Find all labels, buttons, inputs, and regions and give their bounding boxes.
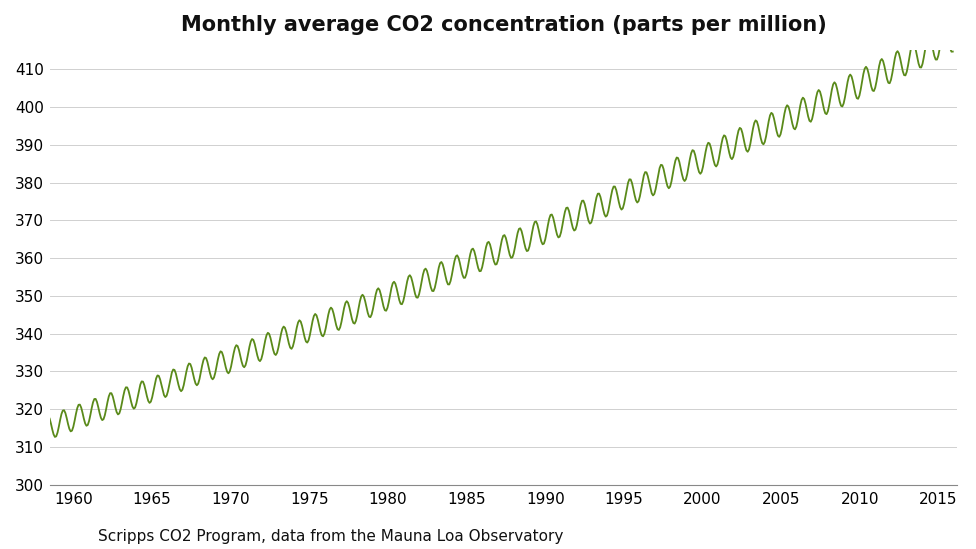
Title: Monthly average CO2 concentration (parts per million): Monthly average CO2 concentration (parts… — [181, 15, 827, 35]
Text: Scripps CO2 Program, data from the Mauna Loa Observatory: Scripps CO2 Program, data from the Mauna… — [98, 529, 563, 544]
